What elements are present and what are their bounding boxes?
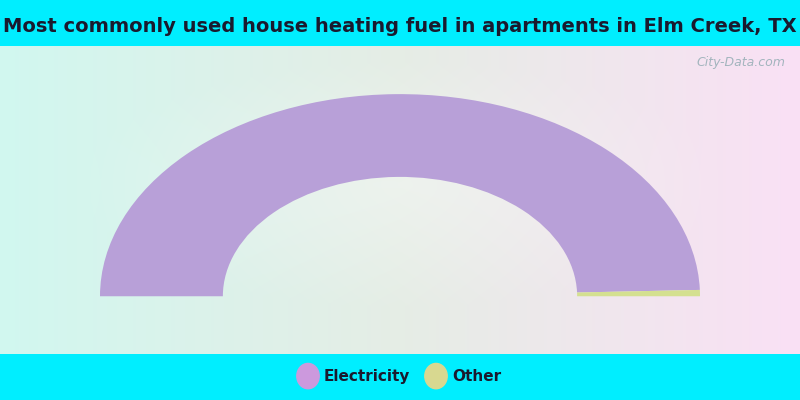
Wedge shape [100,94,700,296]
Wedge shape [577,290,700,296]
Ellipse shape [425,364,447,389]
Text: Other: Other [452,368,501,384]
Text: City-Data.com: City-Data.com [697,56,786,69]
Text: Most commonly used house heating fuel in apartments in Elm Creek, TX: Most commonly used house heating fuel in… [3,17,797,36]
Text: Electricity: Electricity [324,368,410,384]
Ellipse shape [297,364,319,389]
